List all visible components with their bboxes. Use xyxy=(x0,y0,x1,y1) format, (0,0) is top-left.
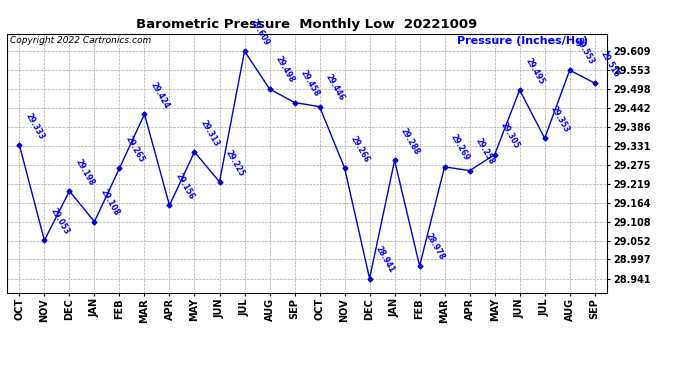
Text: 29.353: 29.353 xyxy=(549,105,571,134)
Text: 29.424: 29.424 xyxy=(148,80,171,110)
Text: 28.941: 28.941 xyxy=(374,244,396,274)
Text: 29.446: 29.446 xyxy=(324,73,346,102)
Text: 29.313: 29.313 xyxy=(199,118,221,148)
Text: 29.458: 29.458 xyxy=(299,69,321,98)
Text: 29.265: 29.265 xyxy=(124,135,146,164)
Text: 29.609: 29.609 xyxy=(248,17,271,47)
Text: 29.225: 29.225 xyxy=(224,148,246,178)
Title: Barometric Pressure  Monthly Low  20221009: Barometric Pressure Monthly Low 20221009 xyxy=(137,18,477,31)
Text: 29.108: 29.108 xyxy=(99,188,121,218)
Text: 29.333: 29.333 xyxy=(23,111,46,141)
Text: 29.288: 29.288 xyxy=(399,126,421,156)
Text: 29.266: 29.266 xyxy=(348,134,371,164)
Text: 29.156: 29.156 xyxy=(174,171,196,201)
Text: 29.053: 29.053 xyxy=(48,207,71,236)
Text: 29.553: 29.553 xyxy=(574,36,596,66)
Text: 28.978: 28.978 xyxy=(424,232,446,262)
Text: 29.198: 29.198 xyxy=(74,157,96,187)
Text: 29.269: 29.269 xyxy=(448,133,471,163)
Text: 29.258: 29.258 xyxy=(474,137,496,166)
Text: Copyright 2022 Cartronics.com: Copyright 2022 Cartronics.com xyxy=(10,36,151,45)
Text: 29.305: 29.305 xyxy=(499,121,521,150)
Text: 29.498: 29.498 xyxy=(274,55,296,85)
Text: 29.495: 29.495 xyxy=(524,56,546,86)
Text: Pressure (Inches/Hg): Pressure (Inches/Hg) xyxy=(457,36,589,46)
Text: 29.515: 29.515 xyxy=(599,50,621,79)
